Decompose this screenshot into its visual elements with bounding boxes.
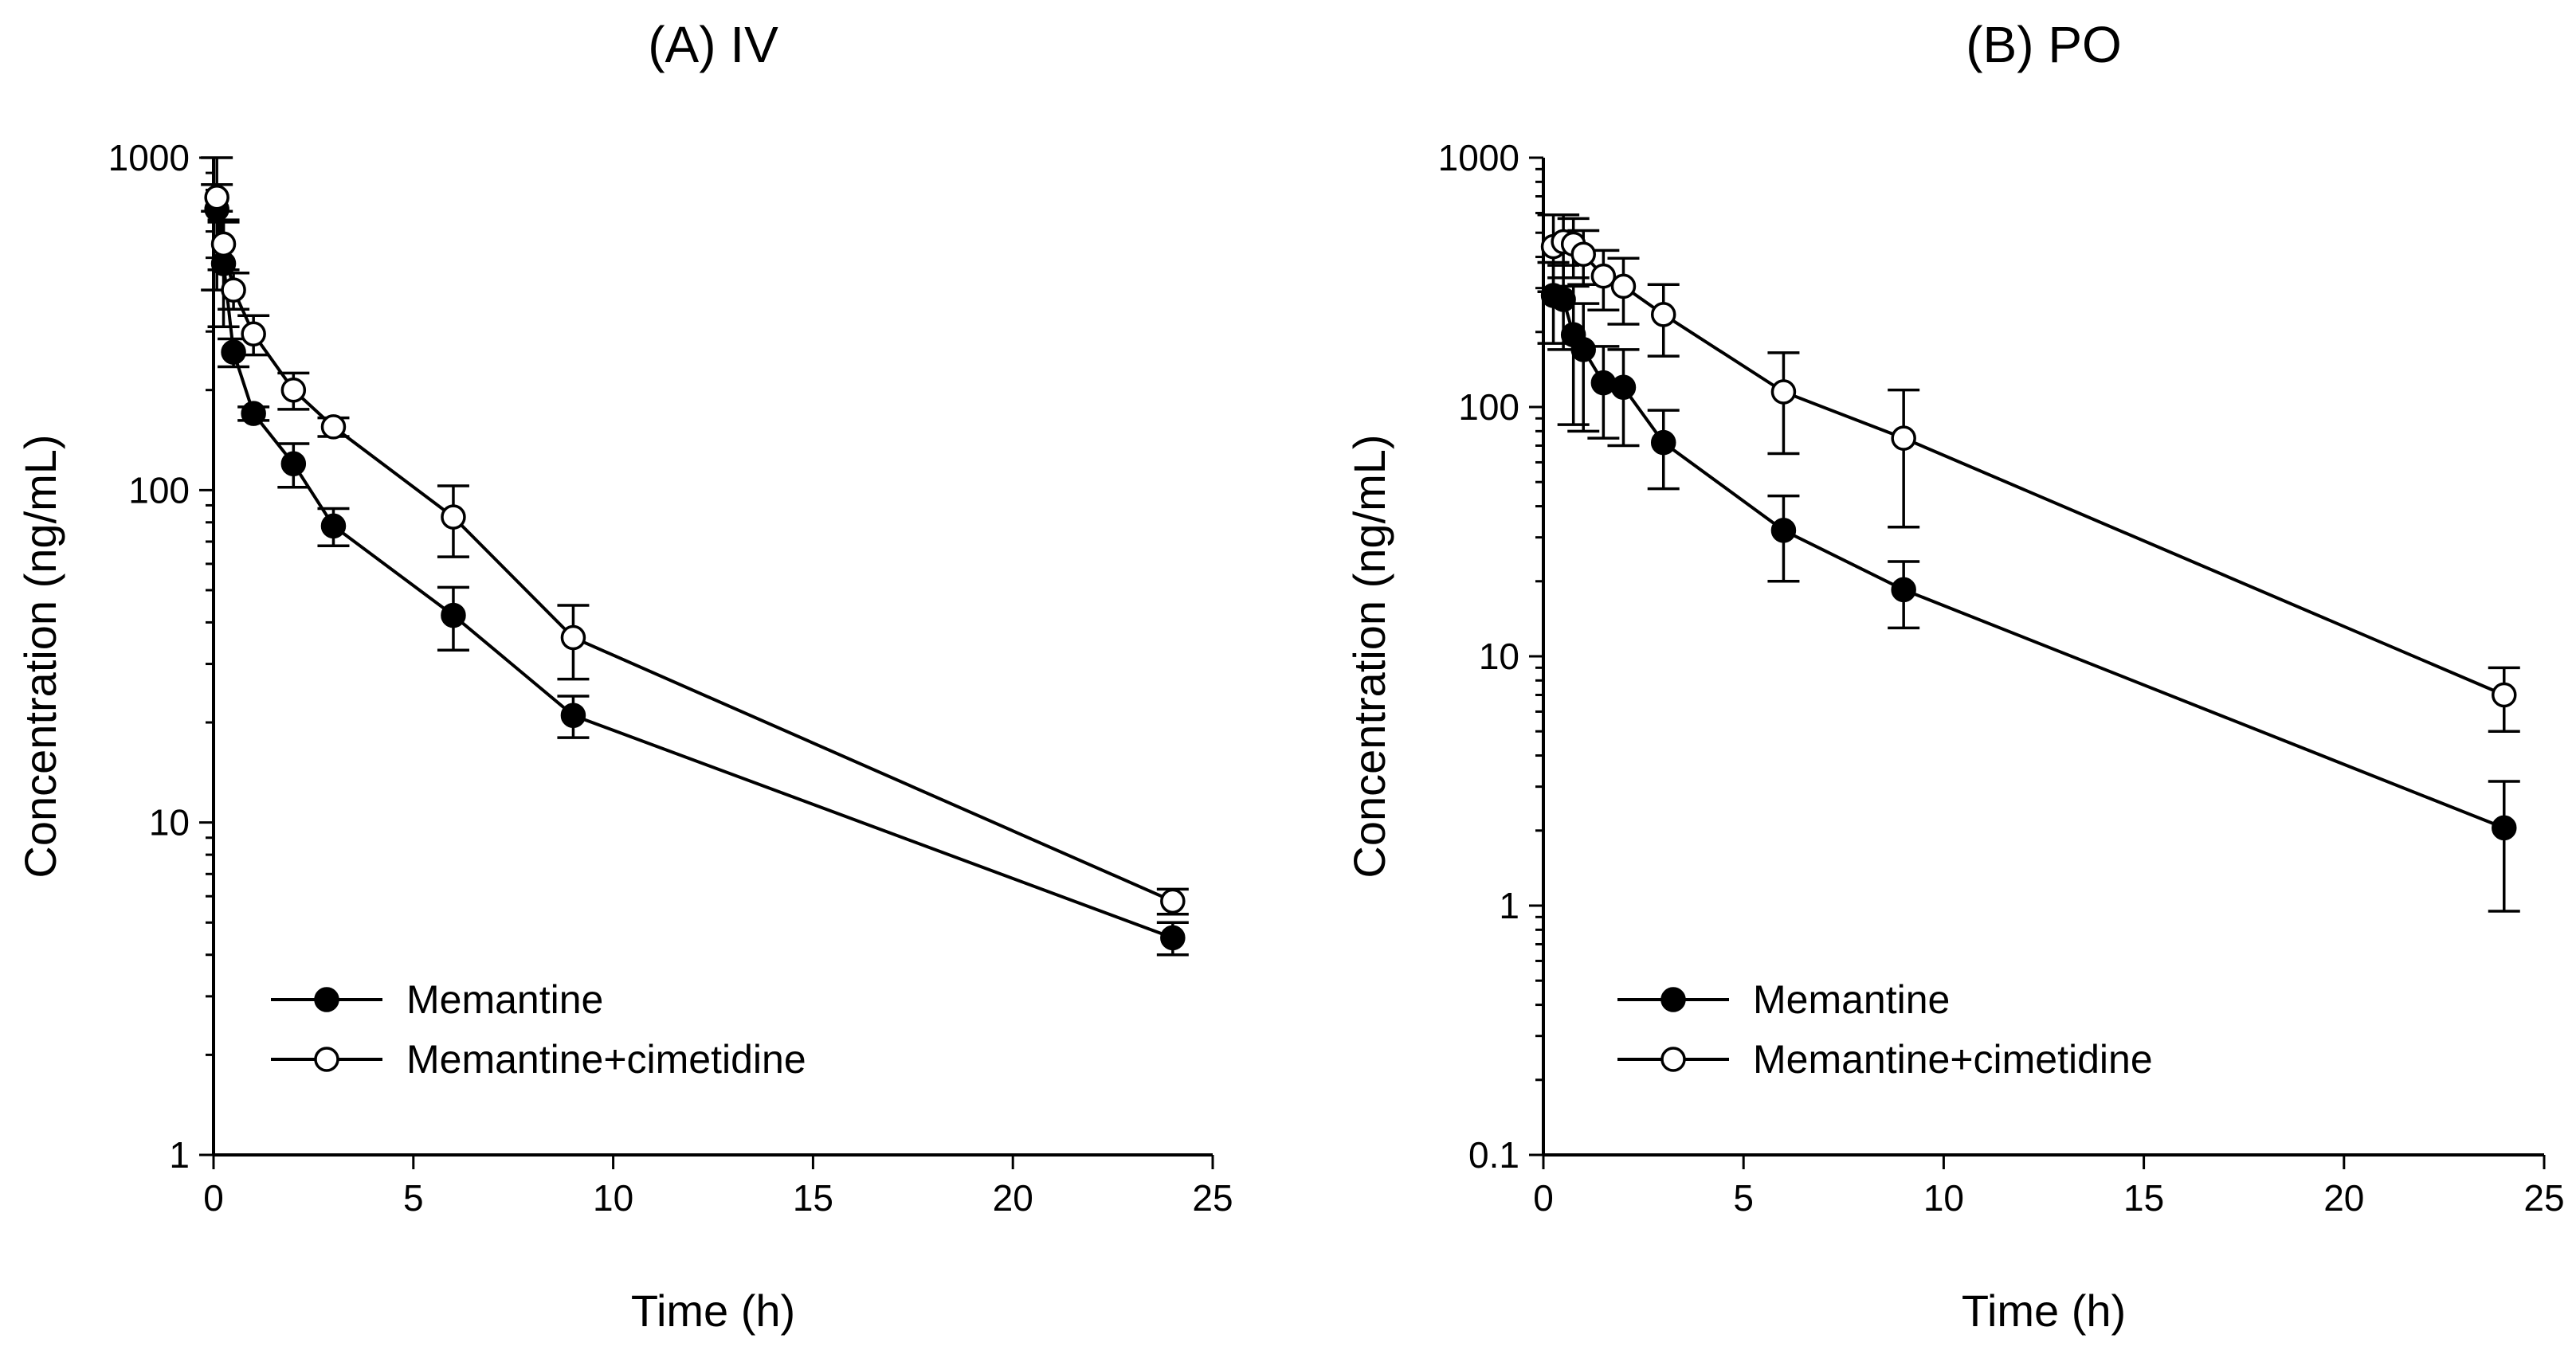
series-line: [1552, 240, 2505, 697]
data-point: [1891, 577, 1916, 603]
data-point: [241, 321, 266, 347]
legend-label: Memantine+cimetidine: [406, 1037, 806, 1082]
y-tick-label: 100: [1458, 386, 1519, 428]
data-point: [1570, 241, 1596, 267]
data-point: [1590, 263, 1617, 289]
data-point: [560, 703, 586, 728]
chart-title: (A) IV: [648, 16, 778, 73]
data-point: [241, 401, 266, 426]
legend-label: Memantine: [406, 977, 603, 1022]
legend: Memantine Memantine+cimetidine: [271, 977, 806, 1082]
panel-a: (A) IV 0 5 10 15 20 25 1 10 100 1000 Time (h) Concen…: [15, 16, 1233, 1336]
y-tick-label: 0.1: [1468, 1134, 1519, 1176]
series-memantine-cimetidine: [1537, 213, 2520, 733]
y-tick-label: 100: [128, 469, 190, 511]
series-line: [215, 209, 1174, 940]
x-tick-label: 20: [993, 1177, 1033, 1219]
data-point: [1570, 337, 1596, 362]
x-tick-label: 15: [2123, 1177, 2164, 1219]
data-point: [221, 277, 246, 303]
y-tick-label: 1000: [1438, 137, 1519, 178]
chart-title: (B) PO: [1966, 16, 2122, 73]
data-point: [1650, 302, 1676, 327]
x-tick-label: 10: [593, 1177, 633, 1219]
legend-label: Memantine: [1753, 977, 1950, 1022]
x-tick-label: 15: [793, 1177, 833, 1219]
legend-marker: [1660, 1047, 1686, 1072]
x-tick-label: 5: [1733, 1177, 1754, 1219]
error-bar: [2488, 780, 2520, 913]
series-memantine-cimetidine: [201, 183, 1189, 916]
data-point: [1770, 379, 1797, 405]
series-memantine: [1537, 260, 2520, 913]
x-tick-label: 25: [2523, 1177, 2564, 1219]
data-point: [280, 451, 307, 477]
x-tick-label: 10: [1923, 1177, 1964, 1219]
x-tick-label: 20: [2323, 1177, 2364, 1219]
legend-marker: [314, 1047, 339, 1072]
y-tick-label: 1: [169, 1134, 190, 1176]
data-point: [210, 231, 237, 257]
x-tick-label: 5: [403, 1177, 424, 1219]
y-tick-label: 1000: [108, 137, 190, 178]
data-point: [280, 377, 307, 403]
data-point: [441, 602, 466, 628]
data-point: [320, 414, 347, 440]
series-memantine: [201, 156, 1189, 957]
error-bar: [1888, 388, 1920, 529]
data-point: [204, 184, 229, 210]
legend-label: Memantine+cimetidine: [1753, 1037, 2153, 1082]
data-point: [441, 504, 466, 530]
data-point: [1610, 273, 1637, 299]
data-point: [221, 339, 246, 365]
data-point: [320, 513, 347, 539]
data-point: [1160, 925, 1186, 951]
data-point: [2492, 815, 2517, 841]
y-tick-label: 10: [149, 802, 190, 843]
y-tick-label: 10: [1479, 636, 1519, 677]
series-line: [215, 197, 1174, 903]
legend-marker: [1660, 987, 1686, 1012]
panel-b: (B) PO 0 5 10 15 20 25 0.1 1 10 100 1000 Time (h) Con…: [1344, 16, 2565, 1336]
data-point: [1891, 425, 1916, 451]
data-point: [1770, 518, 1797, 543]
data-point: [2492, 682, 2517, 708]
x-tick-label: 0: [203, 1177, 224, 1219]
x-tick-label: 25: [1192, 1177, 1233, 1219]
data-point: [1590, 370, 1617, 396]
data-point: [1650, 429, 1676, 456]
data-point: [1551, 287, 1576, 312]
x-axis-label: Time (h): [1962, 1286, 2126, 1336]
legend-marker: [314, 987, 339, 1012]
x-tick-label: 0: [1533, 1177, 1554, 1219]
legend: Memantine Memantine+cimetidine: [1617, 977, 2153, 1082]
x-axis-label: Time (h): [631, 1286, 795, 1336]
series-line: [1552, 294, 2505, 830]
data-point: [1610, 374, 1637, 400]
data-point: [560, 624, 586, 651]
y-axis-label: Concentration (ng/mL): [15, 434, 65, 878]
y-tick-label: 1: [1499, 885, 1519, 926]
data-point: [1160, 888, 1186, 914]
y-axis-label: Concentration (ng/mL): [1344, 434, 1394, 878]
